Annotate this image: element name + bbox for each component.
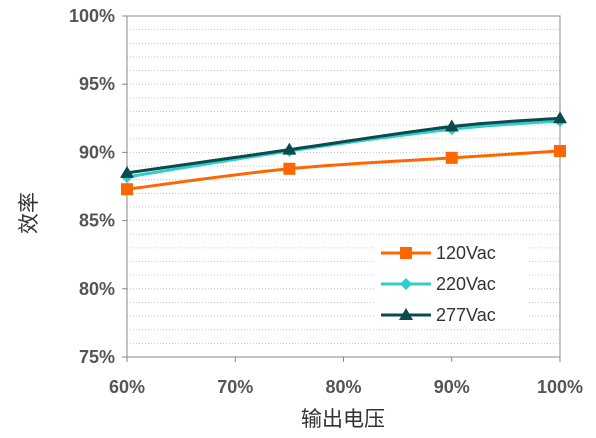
legend: 120Vac 220Vac 277Vac [376,237,527,329]
legend-marker-220vac [400,278,412,290]
series-line-120vac [126,149,561,191]
x-tick-label: 70% [217,377,253,397]
legend-marker-277vac [399,308,413,320]
x-axis-label: 输出电压 [301,407,385,431]
series-line-220vac [126,119,561,179]
legend-label-120vac: 120Vac [436,243,496,263]
legend-marker-120vac [400,247,412,259]
y-tick-label: 95% [79,74,115,94]
legend-label-220vac: 220Vac [436,274,496,294]
y-axis-label: 效率 [17,192,41,234]
x-tick-label: 60% [109,377,145,397]
y-tick-label: 90% [79,142,115,162]
data-point-120vac [283,162,296,175]
y-tick-label: 80% [79,279,115,299]
y-tick-label: 75% [79,347,115,367]
y-tick-label: 100% [69,6,115,26]
legend-label-277vac: 277Vac [436,305,496,325]
x-tick-label: 80% [325,377,361,397]
x-axis: 60% 70% 80% 90% 100% [109,357,583,397]
x-tick-label: 90% [434,377,470,397]
data-point-120vac [554,145,566,158]
data-point-120vac [445,151,458,164]
data-point-120vac [121,183,133,196]
series-lines [120,111,567,196]
data-point-277vac [553,111,567,124]
y-axis: 75% 80% 85% 90% 95% 100% [69,6,127,367]
series-line-277vac [126,116,561,175]
x-tick-label: 100% [537,377,583,397]
y-tick-label: 85% [79,211,115,231]
grid-lines [127,29,560,344]
data-point-277vac [444,119,459,132]
data-point-277vac [282,142,297,155]
data-point-277vac [120,165,134,178]
